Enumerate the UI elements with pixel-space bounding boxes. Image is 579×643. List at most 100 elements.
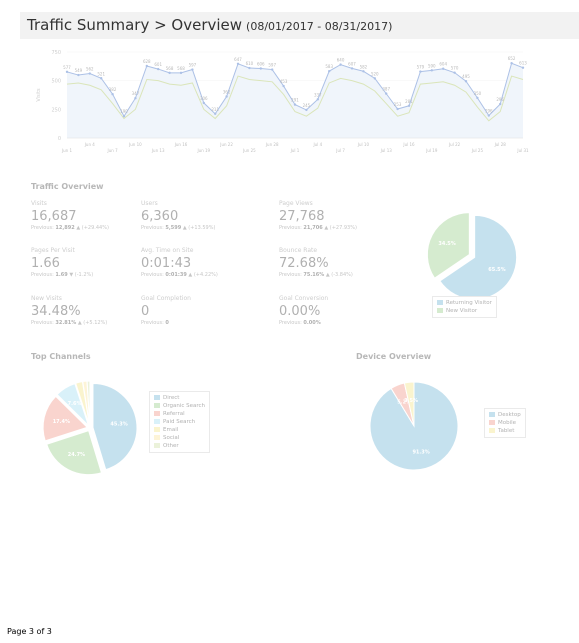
pie-slice [82, 380, 91, 426]
x-tick-label: Jul 4 [312, 142, 322, 147]
data-label: 211 [211, 107, 219, 112]
metric-previous: Previous: 32.81% ▲ (+5.12%) [31, 320, 108, 326]
x-tick-label: Jun 22 [219, 142, 233, 147]
metric-value: 1.66 [31, 256, 60, 271]
data-point [65, 70, 69, 74]
legend-label: Desktop [498, 412, 521, 418]
x-tick-label: Jun 10 [128, 142, 142, 147]
pie-slice [390, 382, 415, 427]
x-tick-label: Jun 25 [242, 148, 256, 153]
data-point [464, 80, 468, 83]
legend-label: Direct [163, 395, 180, 401]
traffic-overview-title: Traffic Overview [31, 182, 104, 191]
legend-label: Email [163, 427, 179, 433]
data-point [350, 67, 354, 70]
data-label: 647 [234, 57, 242, 62]
x-tick-label: Jul 28 [494, 142, 507, 147]
legend-item: Email [154, 426, 205, 434]
data-label: 610 [246, 61, 254, 66]
data-point [487, 114, 490, 117]
data-label: 337 [314, 92, 322, 97]
pie-label: 17.4% [53, 419, 70, 425]
y-axis-label: Visits [36, 88, 42, 102]
legend-item: Direct [154, 394, 205, 402]
y-tick-label: 750 [51, 50, 61, 56]
data-point [88, 72, 92, 75]
metric-label: Goal Conversion [279, 295, 329, 302]
data-label: 521 [97, 71, 105, 76]
data-label: 652 [508, 56, 516, 61]
pie-slice [42, 395, 89, 442]
legend-label: Paid Search [163, 419, 196, 425]
metric-value: 0 [141, 304, 150, 319]
data-point [521, 66, 525, 69]
data-label: 350 [474, 91, 482, 96]
pie-label: 91.3% [412, 449, 429, 455]
metric-value: 0:01:43 [141, 256, 192, 271]
legend-swatch [154, 419, 160, 424]
data-point [225, 95, 228, 98]
data-label: 245 [303, 103, 311, 108]
channels-legend: Direct Organic Search Referral Paid Search E… [149, 391, 211, 453]
data-point [248, 66, 251, 70]
data-point [236, 62, 240, 66]
data-label: 583 [325, 64, 333, 69]
data-point [293, 103, 297, 106]
x-tick-label: Jul 1 [290, 148, 300, 153]
x-tick-label: Jun 4 [84, 142, 96, 147]
metric-label: Pages Per Visit [31, 247, 75, 254]
data-label: 640 [337, 58, 345, 63]
data-label: 597 [189, 63, 197, 68]
metric-card: Bounce Rate 72.68% Previous: 75.16% ▲ (-3.… [279, 247, 397, 278]
data-point [179, 71, 183, 75]
pie-label: 65.5% [488, 267, 505, 273]
data-point [111, 92, 114, 96]
legend-label: Other [163, 443, 179, 449]
y-tick-label: 0 [58, 136, 61, 142]
report-header: Traffic Summary > Overview (08/01/2017 - … [20, 12, 579, 39]
x-tick-label: Jun 28 [265, 142, 279, 147]
page-footer: Page 3 of 3 [7, 627, 52, 636]
y-tick-label: 250 [51, 107, 61, 113]
legend-label: Mobile [498, 420, 517, 426]
metric-label: Page Views [279, 200, 313, 207]
data-point [339, 63, 342, 66]
device-overview-title: Device Overview [356, 352, 432, 361]
data-label: 520 [371, 71, 379, 76]
data-point [419, 70, 422, 73]
data-point [305, 108, 308, 112]
data-point [362, 70, 365, 73]
device-legend: Desktop Mobile Tablet [484, 408, 526, 438]
data-point [396, 107, 399, 111]
pie-slice [439, 214, 518, 300]
pie-slice [75, 381, 90, 426]
legend-label: Referral [163, 411, 185, 417]
legend-item: New Visitor [437, 307, 492, 315]
data-label: 253 [394, 102, 402, 107]
legend-item: Desktop [489, 411, 521, 419]
data-label: 568 [166, 66, 174, 71]
data-point [510, 62, 513, 65]
data-label: 579 [417, 65, 425, 70]
data-label: 281 [405, 99, 413, 104]
legend-label: Social [163, 435, 180, 441]
x-tick-label: Jul 31 [516, 148, 529, 153]
data-label: 453 [280, 79, 288, 84]
data-label: 601 [154, 62, 162, 67]
x-tick-label: Jun 7 [107, 148, 119, 153]
pie-label: 7.6% [68, 401, 82, 407]
data-point [202, 101, 205, 105]
data-label: 362 [223, 89, 231, 94]
legend-item: Other [154, 442, 205, 450]
legend-swatch [489, 428, 495, 433]
pie-slice [56, 382, 89, 426]
legend-swatch [489, 412, 495, 417]
data-label: 291 [291, 98, 299, 103]
data-point [430, 69, 433, 72]
metric-previous: Previous: 75.16% ▲ (-3.84%) [279, 272, 353, 278]
metric-previous: Previous: 5,599 ▲ (+13.59%) [141, 225, 216, 231]
data-point [373, 77, 376, 80]
series-line-2 [66, 75, 524, 122]
metric-previous: Previous: 1.69 ▼ (-1.2%) [31, 272, 94, 278]
metric-value: 72.68% [279, 256, 329, 271]
